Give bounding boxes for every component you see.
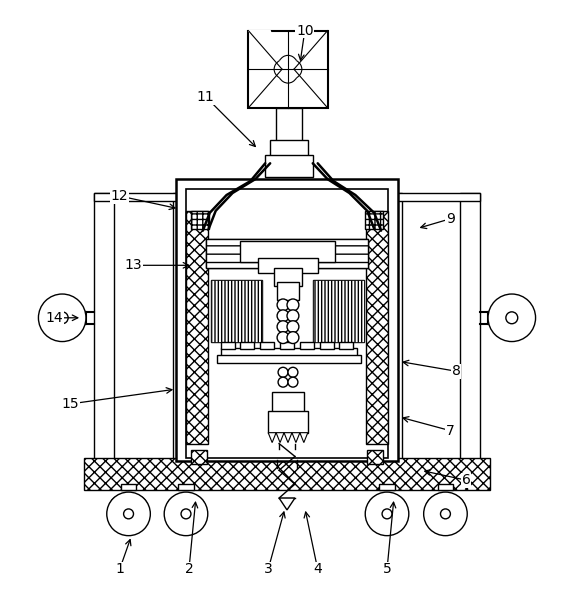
Bar	[84, 458, 490, 490]
Bar	[366, 211, 388, 444]
Text: 2: 2	[185, 562, 193, 576]
Circle shape	[107, 492, 150, 535]
Bar	[206, 238, 368, 268]
Bar	[384, 193, 402, 468]
Polygon shape	[300, 433, 308, 442]
Bar	[384, 460, 480, 468]
Bar	[272, 392, 304, 414]
Bar	[365, 211, 383, 229]
Bar	[94, 193, 191, 201]
Bar	[313, 280, 364, 342]
Bar	[265, 155, 313, 177]
Text: 11: 11	[197, 90, 215, 104]
Circle shape	[277, 321, 289, 333]
Bar	[94, 460, 191, 468]
Polygon shape	[292, 433, 300, 442]
Bar	[384, 193, 480, 201]
Circle shape	[288, 377, 298, 387]
Bar	[274, 268, 302, 286]
Bar	[249, 31, 328, 108]
Circle shape	[277, 331, 289, 343]
Bar	[211, 280, 262, 342]
Text: 6: 6	[462, 473, 471, 487]
Text: 7: 7	[446, 423, 455, 438]
Bar	[268, 411, 308, 433]
Polygon shape	[279, 498, 295, 510]
Circle shape	[164, 492, 208, 535]
Circle shape	[287, 299, 299, 311]
Bar	[206, 238, 368, 268]
Circle shape	[277, 299, 289, 311]
Text: 4: 4	[313, 562, 322, 576]
Bar	[379, 484, 395, 490]
Text: 8: 8	[452, 364, 461, 378]
Bar	[191, 211, 209, 229]
Bar	[211, 280, 262, 342]
Bar	[276, 108, 302, 148]
Text: 13: 13	[125, 259, 142, 272]
Bar	[186, 211, 208, 444]
Bar	[437, 484, 453, 490]
Bar	[339, 342, 354, 349]
Bar	[367, 451, 383, 464]
Circle shape	[278, 377, 288, 387]
Bar	[220, 347, 357, 359]
Bar	[270, 139, 308, 157]
Polygon shape	[249, 31, 282, 69]
Circle shape	[277, 310, 289, 322]
Circle shape	[181, 509, 191, 519]
Text: 14: 14	[45, 311, 63, 325]
Circle shape	[123, 509, 134, 519]
Bar	[280, 342, 294, 349]
Text: 15: 15	[61, 397, 79, 411]
Bar	[191, 451, 207, 464]
Bar	[241, 342, 254, 349]
Bar	[460, 193, 480, 468]
Bar	[176, 179, 398, 461]
Bar	[178, 484, 194, 490]
Circle shape	[56, 312, 68, 324]
Bar	[258, 259, 317, 273]
Bar	[217, 355, 361, 364]
Bar	[277, 282, 299, 300]
Bar	[186, 189, 388, 458]
Bar	[313, 280, 364, 342]
Bar	[260, 342, 274, 349]
Text: 9: 9	[446, 212, 455, 226]
Circle shape	[506, 312, 518, 324]
Text: 5: 5	[383, 562, 391, 576]
Bar	[94, 193, 114, 468]
Circle shape	[382, 509, 392, 519]
Circle shape	[38, 294, 86, 342]
Circle shape	[488, 294, 536, 342]
Text: 3: 3	[264, 562, 273, 576]
Bar	[241, 241, 335, 262]
Polygon shape	[276, 433, 284, 442]
Circle shape	[287, 321, 299, 333]
Text: 12: 12	[111, 189, 129, 203]
Polygon shape	[268, 433, 276, 442]
Bar	[300, 342, 314, 349]
Circle shape	[365, 492, 409, 535]
Polygon shape	[284, 433, 292, 442]
Circle shape	[424, 492, 467, 535]
Text: 10: 10	[296, 24, 313, 37]
Bar	[121, 484, 137, 490]
Circle shape	[440, 509, 451, 519]
Circle shape	[287, 331, 299, 343]
Bar	[320, 342, 333, 349]
Bar	[173, 193, 191, 468]
Circle shape	[288, 367, 298, 377]
Circle shape	[287, 310, 299, 322]
Circle shape	[278, 367, 288, 377]
Bar	[220, 342, 235, 349]
Text: 1: 1	[115, 562, 124, 576]
